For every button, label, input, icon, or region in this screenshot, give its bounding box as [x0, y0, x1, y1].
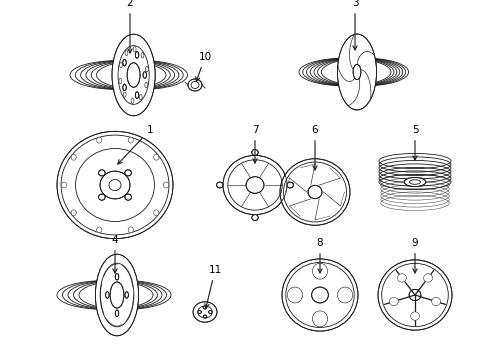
- Ellipse shape: [252, 215, 258, 221]
- Ellipse shape: [424, 274, 433, 282]
- Ellipse shape: [390, 297, 398, 306]
- Ellipse shape: [287, 182, 294, 188]
- Ellipse shape: [209, 310, 212, 314]
- Text: 10: 10: [196, 52, 212, 81]
- Ellipse shape: [141, 53, 144, 58]
- Ellipse shape: [123, 92, 126, 97]
- Ellipse shape: [308, 185, 322, 199]
- Ellipse shape: [198, 310, 201, 314]
- Ellipse shape: [110, 282, 124, 308]
- Ellipse shape: [123, 84, 126, 91]
- Ellipse shape: [246, 177, 264, 193]
- Ellipse shape: [71, 210, 76, 216]
- Text: 11: 11: [205, 265, 221, 308]
- Ellipse shape: [98, 170, 105, 176]
- Ellipse shape: [61, 182, 67, 188]
- Ellipse shape: [112, 34, 155, 116]
- Ellipse shape: [282, 259, 358, 331]
- Ellipse shape: [203, 315, 207, 318]
- Ellipse shape: [115, 310, 119, 316]
- Ellipse shape: [123, 59, 126, 66]
- Text: 5: 5: [412, 125, 418, 160]
- Ellipse shape: [411, 312, 419, 320]
- Ellipse shape: [353, 64, 361, 80]
- Ellipse shape: [96, 254, 139, 336]
- Ellipse shape: [338, 287, 353, 303]
- Ellipse shape: [131, 98, 134, 103]
- Ellipse shape: [252, 149, 258, 156]
- Ellipse shape: [135, 51, 139, 58]
- Ellipse shape: [223, 156, 287, 215]
- Ellipse shape: [125, 170, 131, 176]
- Text: 9: 9: [412, 238, 418, 273]
- Ellipse shape: [97, 227, 102, 233]
- Ellipse shape: [125, 50, 128, 55]
- Text: 3: 3: [352, 0, 358, 50]
- Ellipse shape: [432, 297, 441, 306]
- Ellipse shape: [143, 72, 147, 78]
- Ellipse shape: [404, 177, 426, 186]
- Ellipse shape: [154, 154, 159, 160]
- Ellipse shape: [287, 287, 302, 303]
- Ellipse shape: [378, 260, 452, 330]
- Ellipse shape: [100, 171, 130, 199]
- Ellipse shape: [164, 182, 169, 188]
- Ellipse shape: [128, 137, 133, 143]
- Ellipse shape: [135, 92, 139, 98]
- Ellipse shape: [154, 210, 159, 216]
- Ellipse shape: [193, 302, 217, 322]
- Ellipse shape: [127, 63, 140, 87]
- Ellipse shape: [313, 311, 328, 327]
- Ellipse shape: [98, 194, 105, 200]
- Ellipse shape: [57, 131, 173, 239]
- Ellipse shape: [203, 306, 207, 309]
- Ellipse shape: [125, 194, 131, 200]
- Ellipse shape: [280, 159, 350, 225]
- Ellipse shape: [120, 62, 122, 68]
- Ellipse shape: [312, 287, 328, 303]
- Ellipse shape: [71, 154, 76, 160]
- Ellipse shape: [115, 274, 119, 280]
- Ellipse shape: [338, 34, 376, 110]
- Ellipse shape: [188, 79, 202, 91]
- Ellipse shape: [313, 263, 328, 279]
- Ellipse shape: [145, 82, 147, 87]
- Ellipse shape: [119, 78, 122, 84]
- Ellipse shape: [139, 94, 142, 100]
- Text: 1: 1: [118, 125, 153, 164]
- Ellipse shape: [125, 292, 128, 298]
- Ellipse shape: [397, 274, 406, 282]
- Text: 8: 8: [317, 238, 323, 273]
- Text: 6: 6: [312, 125, 318, 170]
- Ellipse shape: [409, 289, 421, 301]
- Ellipse shape: [146, 66, 148, 72]
- Ellipse shape: [133, 46, 136, 52]
- Ellipse shape: [217, 182, 223, 188]
- Ellipse shape: [97, 137, 102, 143]
- Text: 4: 4: [112, 235, 118, 273]
- Text: 7: 7: [252, 125, 258, 163]
- Ellipse shape: [106, 292, 109, 298]
- Text: 2: 2: [127, 0, 133, 53]
- Ellipse shape: [128, 227, 133, 233]
